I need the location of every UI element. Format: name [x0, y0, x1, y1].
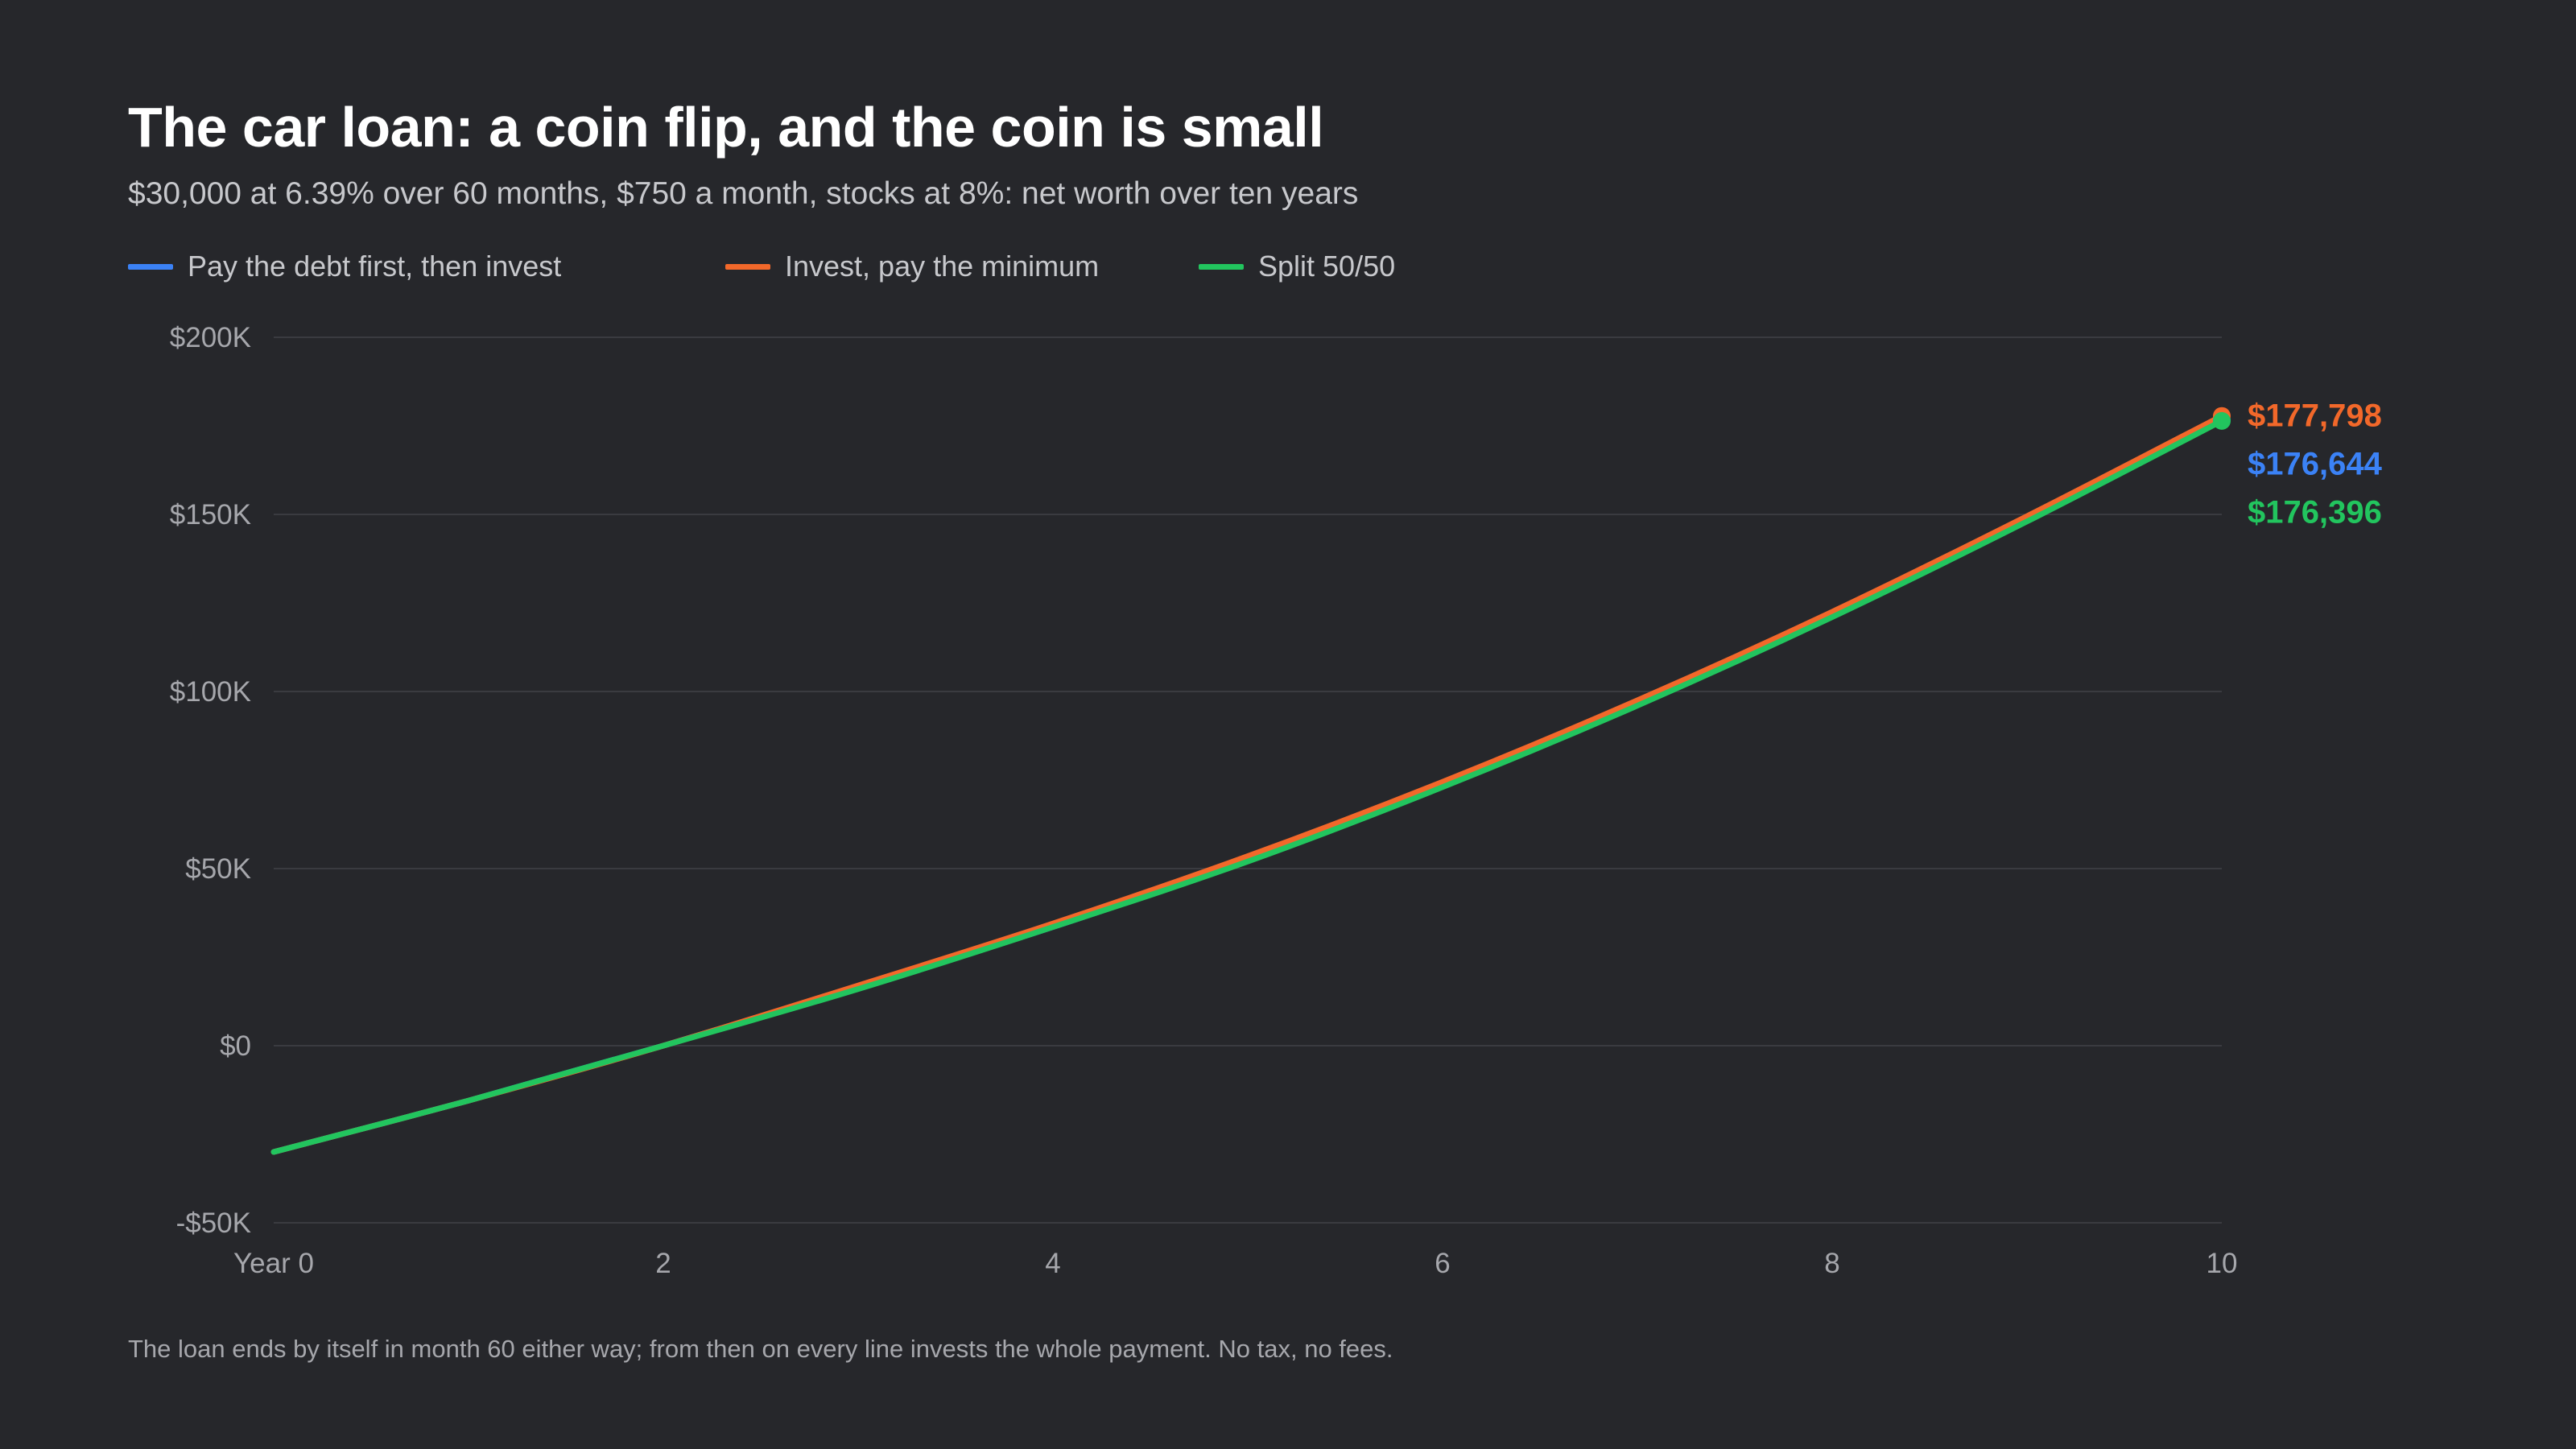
- legend-label-pay-debt: Pay the debt first, then invest: [188, 250, 562, 283]
- chart-subtitle: $30,000 at 6.39% over 60 months, $750 a …: [128, 176, 1359, 211]
- grid-layer: [274, 336, 2222, 1224]
- series-line-split: [270, 418, 2225, 1155]
- end-label-split: $176,396: [2248, 495, 2382, 530]
- end-label-invest: $177,798: [2248, 398, 2382, 434]
- legend-label-split: Split 50/50: [1258, 250, 1396, 283]
- x-tick-label-1: 2: [655, 1248, 671, 1279]
- chart-title: The car loan: a coin flip, and the coin …: [128, 96, 1324, 159]
- legend-swatch-pay-debt: [128, 263, 173, 270]
- series-layer: [270, 407, 2231, 1155]
- series-line-invest: [270, 413, 2225, 1155]
- end-label-layer: $177,798 $176,644 $176,396: [2248, 398, 2383, 530]
- legend-item-invest: Invest, pay the minimum: [725, 248, 1099, 285]
- legend-swatch-split: [1199, 263, 1244, 270]
- y-tick-label-3: $50K: [185, 853, 251, 885]
- y-tick-label-0: $200K: [170, 322, 251, 353]
- legend-label-invest: Invest, pay the minimum: [785, 250, 1100, 283]
- x-tick-label-2: 4: [1045, 1248, 1060, 1279]
- y-tick-label-1: $150K: [170, 499, 251, 530]
- y-tick-label-5: -$50K: [176, 1208, 251, 1239]
- end-marker-split: [2213, 411, 2231, 430]
- x-tick-label-0: Year 0: [233, 1248, 314, 1279]
- series-line-pay-debt: [270, 417, 2225, 1155]
- x-tick-label-4: 8: [1824, 1248, 1839, 1279]
- y-tick-label-4: $0: [220, 1030, 251, 1062]
- y-tick-label-2: $100K: [170, 676, 251, 708]
- chart-footnote: The loan ends by itself in month 60 eith…: [128, 1335, 1393, 1363]
- legend-swatch-invest: [725, 263, 770, 270]
- x-tick-label-5: 10: [2207, 1248, 2238, 1279]
- axis-layer: $200K $150K $100K $50K $0 -$50K Year 0 2 4 6 8 10: [170, 322, 2238, 1279]
- legend-item-split: Split 50/50: [1199, 248, 1395, 285]
- x-tick-label-3: 6: [1435, 1248, 1450, 1279]
- legend-item-pay-debt: Pay the debt first, then invest: [128, 248, 561, 285]
- end-label-pay-debt: $176,644: [2248, 447, 2383, 482]
